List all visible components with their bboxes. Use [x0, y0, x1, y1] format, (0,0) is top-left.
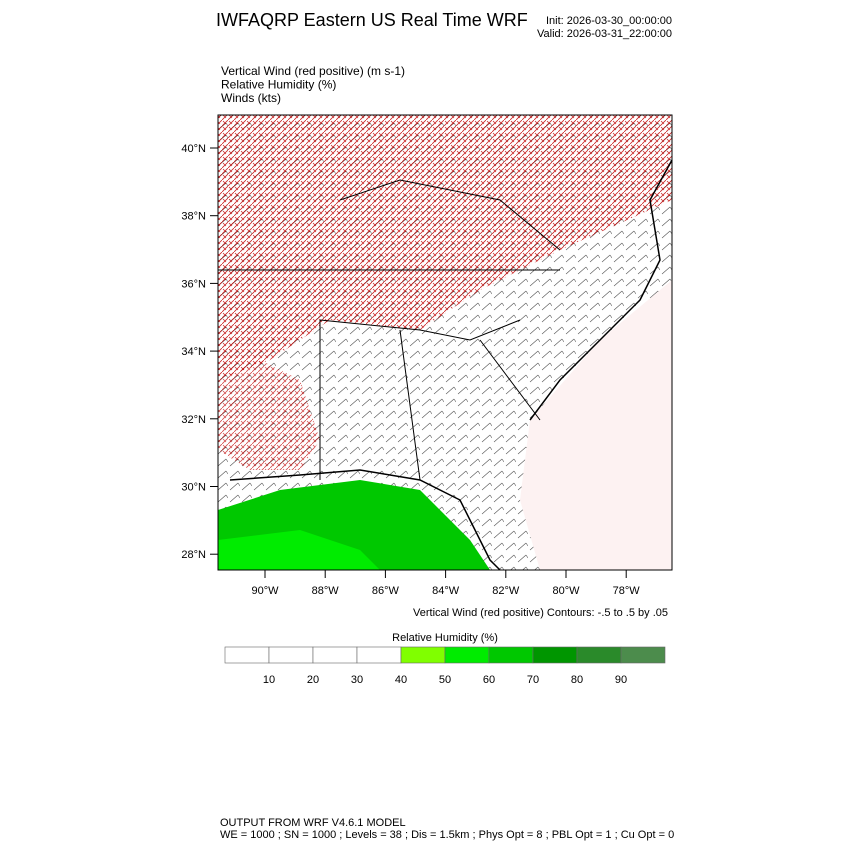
- field-label: Vertical Wind (red positive) (m s-1): [221, 64, 405, 78]
- colorbar-box: [576, 646, 622, 664]
- lon-label: 82°W: [492, 585, 520, 597]
- colorbar-label: 60: [483, 674, 495, 686]
- lat-label: 38°N: [181, 211, 206, 223]
- colorbar-box: [224, 646, 270, 664]
- lon-label: 78°W: [613, 585, 641, 597]
- colorbar-label: 70: [527, 674, 539, 686]
- colorbar-label: 30: [351, 674, 363, 686]
- colorbar-box: [268, 646, 314, 664]
- vertical-wind-field: [218, 115, 672, 380]
- footer-line: OUTPUT FROM WRF V4.6.1 MODEL: [220, 817, 406, 829]
- lat-label: 36°N: [181, 278, 206, 290]
- lat-label: 40°N: [181, 143, 206, 155]
- colorbar-box: [400, 646, 446, 664]
- lat-label: 30°N: [181, 482, 206, 494]
- init-time: Init: 2026-03-30_00:00:00: [546, 15, 672, 27]
- coastline: [529, 159, 673, 421]
- state-borders: [218, 179, 561, 481]
- field-list: Vertical Wind (red positive) (m s-1)Rela…: [221, 64, 405, 105]
- lat-label: 34°N: [181, 346, 206, 358]
- field-label: Relative Humidity (%): [221, 78, 336, 92]
- colorbar: 10 20 30 40 50 60 70 80 90: [224, 646, 666, 686]
- humidity-field: [218, 530, 380, 570]
- colorbar-title: Relative Humidity (%): [392, 632, 498, 644]
- vertical-wind-field: [218, 360, 320, 470]
- colorbar-box: [620, 646, 666, 664]
- valid-time: Valid: 2026-03-31_22:00:00: [537, 28, 672, 40]
- map-axes: 40°N 38°N 36°N 34°N 32°N 30°N 28°N 90°W 88°W 86°W…: [181, 143, 640, 597]
- lon-label: 90°W: [251, 585, 279, 597]
- field-label: Winds (kts): [221, 91, 281, 105]
- footer-line: WE = 1000 ; SN = 1000 ; Levels = 38 ; Di…: [220, 829, 674, 841]
- lon-label: 80°W: [552, 585, 580, 597]
- contour-note: Vertical Wind (red positive) Contours: -…: [413, 607, 668, 619]
- colorbar-box: [488, 646, 534, 664]
- colorbar-box: [532, 646, 578, 664]
- lon-label: 84°W: [432, 585, 460, 597]
- colorbar-label: 90: [615, 674, 627, 686]
- colorbar-label: 40: [395, 674, 407, 686]
- map-frame: [217, 114, 673, 571]
- title: IWFAQRP Eastern US Real Time WRF: [216, 10, 528, 30]
- ocean: [520, 280, 672, 570]
- lat-label: 28°N: [181, 549, 206, 561]
- colorbar-label: 50: [439, 674, 451, 686]
- colorbar-label: 10: [263, 674, 275, 686]
- colorbar-label: 80: [571, 674, 583, 686]
- colorbar-box: [312, 646, 358, 664]
- map: [217, 114, 673, 571]
- lon-label: 86°W: [372, 585, 400, 597]
- colorbar-box: [356, 646, 402, 664]
- colorbar-box: [444, 646, 490, 664]
- colorbar-label: 20: [307, 674, 319, 686]
- lon-label: 88°W: [312, 585, 340, 597]
- lat-label: 32°N: [181, 414, 206, 426]
